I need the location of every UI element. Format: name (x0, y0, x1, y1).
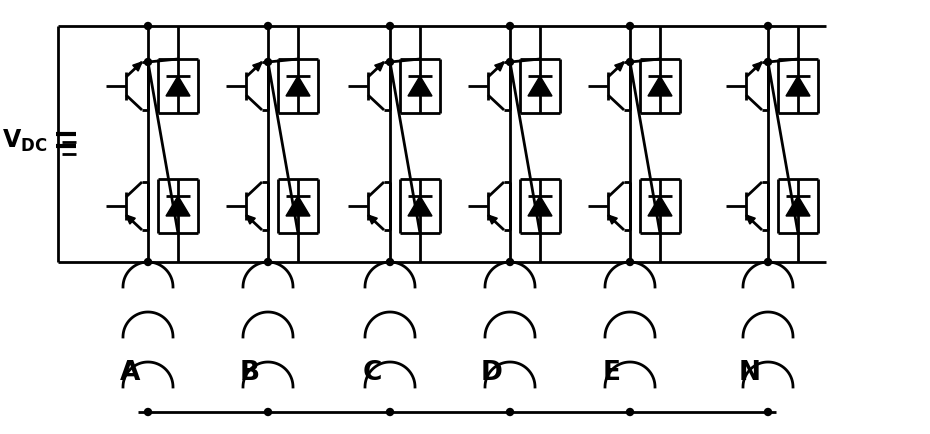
Text: A: A (120, 359, 140, 385)
Polygon shape (648, 77, 672, 97)
Text: N: N (739, 359, 761, 385)
Circle shape (387, 59, 393, 66)
Circle shape (144, 59, 152, 66)
Polygon shape (488, 216, 498, 224)
Circle shape (264, 59, 272, 66)
Circle shape (264, 23, 272, 30)
Circle shape (627, 259, 633, 266)
Circle shape (627, 59, 633, 66)
Polygon shape (286, 77, 310, 97)
Polygon shape (528, 197, 552, 217)
Polygon shape (166, 197, 190, 217)
Polygon shape (495, 63, 504, 72)
Circle shape (264, 259, 272, 266)
Text: C: C (363, 359, 381, 385)
Text: $\mathbf{V}_{\mathbf{DC}}$: $\mathbf{V}_{\mathbf{DC}}$ (2, 128, 47, 154)
Circle shape (764, 23, 772, 30)
Circle shape (764, 259, 772, 266)
Polygon shape (253, 63, 262, 72)
Circle shape (387, 408, 393, 415)
Circle shape (627, 23, 633, 30)
Text: D: D (481, 359, 503, 385)
Circle shape (144, 259, 152, 266)
Polygon shape (746, 216, 755, 224)
Polygon shape (752, 63, 762, 72)
Circle shape (507, 23, 513, 30)
Polygon shape (786, 197, 810, 217)
Polygon shape (166, 77, 190, 97)
Polygon shape (246, 216, 256, 224)
Polygon shape (368, 216, 378, 224)
Text: E: E (603, 359, 621, 385)
Circle shape (144, 23, 152, 30)
Circle shape (507, 408, 513, 415)
Circle shape (764, 59, 772, 66)
Polygon shape (126, 216, 135, 224)
Polygon shape (528, 77, 552, 97)
Polygon shape (786, 77, 810, 97)
Text: B: B (240, 359, 260, 385)
Circle shape (507, 259, 513, 266)
Polygon shape (408, 197, 432, 217)
Circle shape (387, 23, 393, 30)
Polygon shape (286, 197, 310, 217)
Polygon shape (648, 197, 672, 217)
Polygon shape (375, 63, 384, 72)
Circle shape (264, 408, 272, 415)
Circle shape (507, 59, 513, 66)
Polygon shape (608, 216, 618, 224)
Polygon shape (133, 63, 142, 72)
Circle shape (764, 408, 772, 415)
Circle shape (387, 259, 393, 266)
Circle shape (627, 408, 633, 415)
Polygon shape (615, 63, 624, 72)
Circle shape (144, 408, 152, 415)
Polygon shape (408, 77, 432, 97)
